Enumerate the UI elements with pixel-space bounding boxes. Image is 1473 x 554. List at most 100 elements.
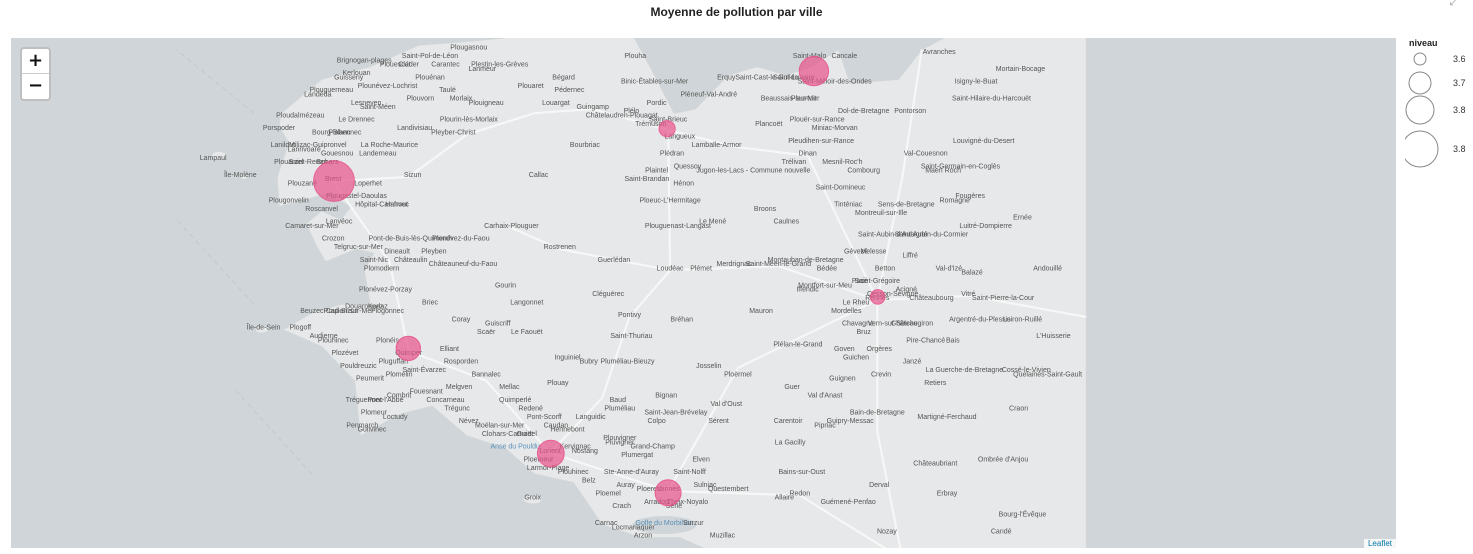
place-label: Guichen [843, 355, 869, 362]
place-label: Pédernec [554, 87, 584, 94]
city-bubble-saint-brieuc[interactable] [658, 120, 676, 138]
maritime-boundary [176, 219, 255, 305]
place-label: Sérent [708, 418, 729, 425]
place-label: Plouay [547, 380, 569, 387]
place-label: La Roche-Maurice [361, 142, 418, 149]
city-bubble-saint-malo[interactable] [798, 55, 830, 87]
legend-circle [1413, 52, 1427, 66]
road [549, 130, 672, 454]
place-label: Lampaul [200, 155, 227, 162]
place-label: Bais [946, 338, 960, 345]
place-label: Quessoy [674, 163, 702, 170]
place-label: Saint-Aubin-d'Aubigné [858, 231, 928, 238]
place-label: Ombrée d'Anjou [978, 456, 1028, 463]
place-label: Le Drennec [338, 117, 375, 124]
road [877, 294, 1087, 319]
place-label: Plomelin [386, 371, 413, 378]
place-label: Beuzec-Cap-Sizun [300, 308, 358, 315]
place-label: Bédée [817, 265, 837, 272]
place-label: Plougonvelin [269, 197, 309, 204]
place-label: Langonnet [510, 299, 543, 306]
place-label: Pordic [647, 100, 667, 107]
place-label: Saint-Méloir-des-Ondes [798, 79, 872, 86]
city-bubble-brest[interactable] [313, 160, 355, 202]
place-label: Poullan-sur-Mer [324, 308, 374, 315]
place-label: Peumerit [356, 376, 384, 383]
place-label: Saint-Aubin-du-Cormier [895, 231, 969, 238]
place-label: Brignogan-plages [337, 57, 392, 64]
place-label: Bignan [655, 393, 677, 400]
place-label: Theix-Noyalo [667, 499, 708, 506]
place-label: Rosporden [444, 359, 478, 366]
place-label: Mauron [749, 308, 773, 315]
place-label: Plouvorn [407, 96, 435, 103]
city-bubble-vannes[interactable] [654, 479, 682, 507]
place-label: Arradon [644, 499, 669, 506]
place-label: Plélan-le-Grand [773, 342, 822, 349]
place-label: Surzur [683, 520, 704, 527]
place-label: Carentoir [774, 418, 803, 425]
place-label: Ploërmel [724, 371, 752, 378]
place-label: Guingamp [577, 104, 609, 111]
place-label: Roscanvel [305, 206, 338, 213]
place-label: Saint-Évarzec [402, 365, 446, 374]
place-label: Derval [869, 482, 890, 489]
city-bubble-rennes[interactable] [869, 289, 886, 305]
place-label: Fougères [955, 193, 985, 200]
place-label: Crozon [322, 236, 345, 243]
place-label: Mellac [499, 384, 520, 391]
place-label: Betton [875, 265, 895, 272]
basemap [11, 38, 1396, 548]
chart-title: Moyenne de pollution par ville [650, 5, 823, 19]
place-label: Montauban-de-Bretagne [768, 257, 844, 264]
place-label: Cesson-Sévigné [867, 291, 918, 298]
place-label: Saint-Méen-le-Grand [746, 261, 811, 268]
place-label: Plomodiern [364, 265, 400, 272]
place-label: Guignen [829, 376, 856, 383]
city-bubble-lorient[interactable] [536, 439, 565, 468]
place-label: Châtelaudren-Plouagat [586, 113, 658, 120]
place-label: Île-de-Sein [246, 323, 281, 332]
expand-icon[interactable]: ⤢ [1449, 0, 1459, 8]
place-label: Guer [784, 384, 800, 391]
place-label: Plouguerneau [310, 87, 354, 94]
maritime-boundary [176, 49, 255, 114]
place-label: Saint-Lunaire [773, 74, 815, 81]
place-label: Pontivy [618, 312, 641, 319]
place-label: Loctudy [383, 414, 408, 421]
place-label: Hennebont [550, 427, 584, 434]
place-label: Chavagne [842, 321, 874, 328]
place-label: Moëlan-sur-Mer [475, 422, 525, 429]
place-label: Rostrenen [544, 244, 576, 251]
land [276, 38, 1087, 548]
place-label: Cléder [398, 62, 419, 69]
zoom-out-button[interactable]: − [27, 75, 44, 96]
place-label: Pluméliau-Bieuzy [600, 359, 655, 366]
zoom-in-button[interactable]: + [22, 49, 49, 74]
place-label: Hôpital-Camfrout [355, 202, 408, 209]
place-label: Loiron-Ruillé [1003, 316, 1042, 323]
place-label: Landéda [304, 91, 331, 98]
place-label: Audierne [310, 333, 338, 340]
place-label: Liffré [902, 253, 918, 260]
map-container[interactable]: Plouescat Brignogan-plages Saint-Pol-de-Lé… [11, 38, 1396, 548]
place-label: Saint-Pol-de-Léon [402, 53, 459, 60]
place-label: Loperhet [354, 180, 382, 187]
place-label: Anse du Pouldu [490, 444, 540, 451]
place-label: Languidic [576, 414, 606, 421]
place-label: Taulé [439, 87, 456, 94]
place-label: Ploemel [596, 490, 622, 497]
place-label: Val-Couesnon [904, 151, 948, 158]
place-label: Saint-Hilaire-du-Harcouët [952, 96, 1031, 103]
city-bubble-quimper[interactable] [395, 335, 421, 362]
attribution-link[interactable]: Leaflet [1363, 539, 1396, 548]
place-label: Ernée [1013, 214, 1032, 221]
place-label: Pléneuf-Val-André [680, 91, 737, 98]
place-label: Châteaugiron [891, 321, 933, 328]
place-label: Pipriac [814, 422, 836, 429]
road [332, 180, 410, 352]
place-label: Milizac-Guipronvel [289, 142, 347, 149]
place-label: Colpo [647, 418, 665, 425]
place-label: Le Mené [699, 219, 726, 226]
